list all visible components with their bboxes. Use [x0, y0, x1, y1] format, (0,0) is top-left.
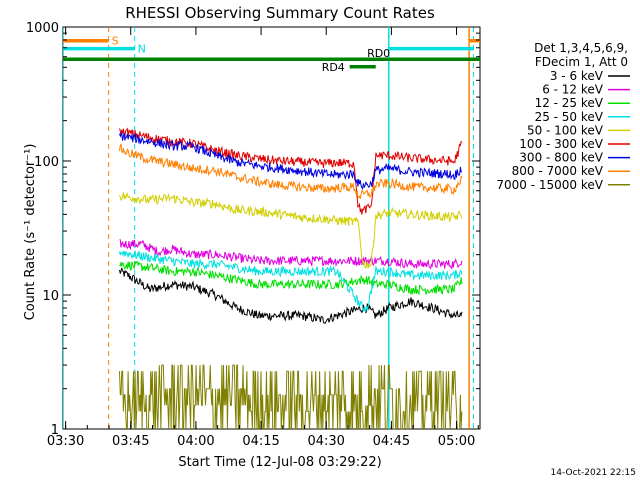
series-line-8: [119, 364, 463, 429]
legend-header-line-2: FDecim 1, Att 0: [535, 55, 628, 69]
legend-label-3: 25 - 50 keV: [535, 110, 604, 124]
legend-label-7: 800 - 7000 keV: [512, 164, 604, 178]
series-line-2: [119, 261, 463, 296]
series-line-6: [119, 132, 463, 190]
series-line-7: [119, 143, 463, 200]
chart-title: RHESSI Observing Summary Count Rates: [125, 4, 435, 22]
plot-area: [62, 26, 481, 430]
annotation-label-5: RD4: [322, 61, 345, 74]
x-tick-label-3: 04:15: [242, 434, 279, 449]
series-line-5: [119, 127, 463, 215]
legend-label-4: 50 - 100 keV: [527, 123, 604, 137]
legend-label-0: 3 - 6 keV: [550, 69, 604, 83]
x-tick-label-5: 04:45: [373, 434, 410, 449]
series-line-4: [119, 192, 463, 270]
x-tick-label-0: 03:30: [47, 434, 84, 449]
y-axis-label: Count Rate (s⁻¹ detector⁻¹): [23, 144, 38, 321]
legend-label-5: 100 - 300 keV: [519, 137, 603, 151]
x-axis: 03:30 03:45 04:00 04:15 04:30 04:45 05:00: [47, 27, 479, 449]
legend-label-6: 300 - 800 keV: [519, 151, 603, 165]
y-tick-label-1: 10: [42, 289, 59, 304]
annotation-label-1: N: [138, 43, 146, 56]
series-line-3: [119, 250, 463, 313]
footer-timestamp: 14-Oct-2021 22:15: [551, 468, 636, 478]
legend-label-8: 7000 - 15000 keV: [496, 178, 603, 192]
x-tick-label-6: 05:00: [438, 434, 475, 449]
y-tick-label-0: 1: [51, 423, 59, 438]
series-line-0: [119, 267, 463, 325]
x-tick-label-2: 04:00: [177, 434, 214, 449]
legend-header-line-1: Det 1,3,4,5,6,9,: [534, 41, 628, 55]
x-axis-label: Start Time (12-Jul-08 03:29:22): [178, 455, 381, 470]
y-axis: 1 10 100 1000: [26, 21, 480, 438]
series-layer: [119, 127, 463, 429]
annotation-label-4: RD0: [367, 47, 390, 60]
vertical-markers: [63, 27, 474, 429]
x-tick-label-4: 04:30: [307, 434, 344, 449]
legend: Det 1,3,4,5,6,9, FDecim 1, Att 0 3 - 6 k…: [496, 41, 630, 192]
y-tick-label-2: 100: [34, 155, 59, 170]
x-tick-label-1: 03:45: [112, 434, 149, 449]
y-tick-label-3: 1000: [26, 21, 59, 36]
series-line-1: [119, 239, 463, 270]
annotation-label-0: S: [112, 35, 119, 48]
legend-label-2: 12 - 25 keV: [535, 96, 604, 110]
annotation-layer: S N RD0 RD4: [63, 35, 480, 74]
legend-label-1: 6 - 12 keV: [542, 83, 604, 97]
